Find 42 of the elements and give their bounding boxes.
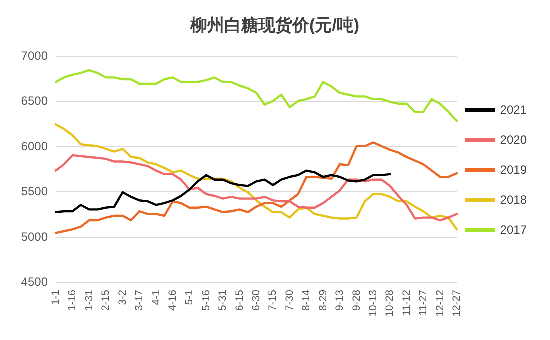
y-tick-label: 6500	[21, 94, 48, 108]
legend-label: 2020	[500, 133, 528, 147]
x-tick-label: 3-17	[134, 290, 146, 312]
x-tick-label: 3-2	[116, 290, 129, 306]
x-tick-label: 6-30	[250, 290, 262, 312]
x-tick-label: 4-1	[150, 290, 162, 306]
y-tick-label: 5000	[21, 230, 48, 244]
line-series	[54, 69, 458, 122]
x-tick-label: 8-29	[317, 290, 330, 312]
x-tick-label: 7-30	[284, 290, 296, 312]
x-tick-label: 1-1	[50, 290, 62, 306]
x-tick-label: 10-13	[367, 290, 380, 317]
x-tick-label: 1-16	[66, 290, 79, 312]
x-tick-label: 12-27	[451, 290, 463, 317]
line-series	[54, 124, 458, 231]
x-tick-label: 5-31	[217, 290, 230, 312]
x-tick-label: 9-28	[350, 290, 363, 312]
x-tick-label: 2-15	[100, 290, 112, 312]
x-tick-label: 7-15	[267, 290, 280, 312]
x-tick-label: 10-28	[384, 290, 396, 317]
y-tick-label: 5500	[21, 184, 48, 199]
x-tick-label: 11-12	[400, 290, 413, 316]
line-series	[54, 154, 458, 222]
chart-title: 柳州白糖现货价(元/吨)	[189, 16, 360, 35]
y-tick-label: 4500	[21, 275, 48, 289]
x-tick-label: 9-13	[334, 290, 346, 312]
x-tick-label: 4-16	[166, 290, 179, 312]
x-tick-label: 8-14	[300, 290, 313, 312]
y-tick-label: 6000	[21, 139, 48, 154]
x-tick-label: 6-15	[234, 290, 246, 312]
legend-label: 2021	[500, 103, 528, 117]
y-tick-label: 7000	[21, 49, 48, 63]
x-tick-label: 1-31	[83, 290, 96, 312]
legend-label: 2018	[500, 193, 528, 207]
legend-label: 2017	[500, 223, 528, 237]
line-series	[54, 142, 458, 234]
x-tick-label: 12-12	[434, 290, 446, 317]
legend-label: 2019	[500, 163, 528, 177]
line-series	[54, 170, 392, 214]
x-tick-label: 5-1	[184, 290, 196, 306]
x-tick-label: 11-27	[418, 290, 430, 316]
x-tick-label: 5-16	[200, 290, 212, 312]
